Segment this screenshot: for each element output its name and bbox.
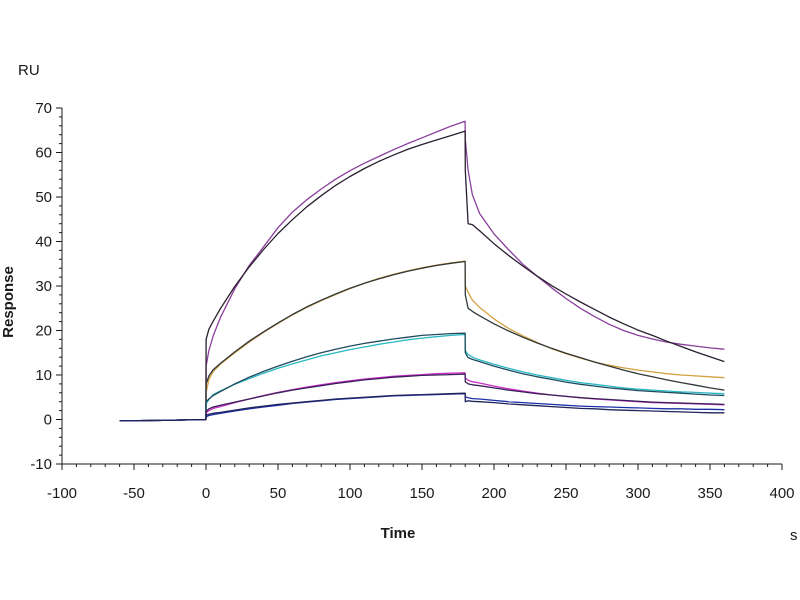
y-tick-label: 20 xyxy=(35,323,52,340)
x-tick-label: 150 xyxy=(409,485,434,502)
x-axis-title: Time xyxy=(381,525,416,542)
y-tick-label: 50 xyxy=(35,189,52,206)
y-tick-label: 30 xyxy=(35,278,52,295)
y-axis-ticks: -10 0 10 20 30 40 50 60 70 xyxy=(30,100,62,473)
x-tick-label: 200 xyxy=(481,485,506,502)
x-tick-label: 400 xyxy=(769,485,794,502)
series-lines xyxy=(119,120,725,422)
y-axis-title: Response xyxy=(0,266,17,338)
series-line-2 xyxy=(119,130,725,422)
x-tick-label: 350 xyxy=(697,485,722,502)
x-tick-label: 100 xyxy=(337,485,362,502)
y-tick-label: 40 xyxy=(35,234,52,251)
x-axis-ticks: -100 -50 0 50 100 150 200 250 300 350 400 xyxy=(47,464,795,502)
series-line-8 xyxy=(119,373,725,422)
y-tick-label: 0 xyxy=(44,412,52,429)
series-line-5 xyxy=(119,333,725,422)
x-tick-label: 300 xyxy=(625,485,650,502)
x-tick-label: 50 xyxy=(270,485,287,502)
y-tick-label: 70 xyxy=(35,100,52,117)
series-line-4 xyxy=(119,260,725,422)
y-tick-label: -10 xyxy=(30,456,52,473)
x-tick-label: 250 xyxy=(553,485,578,502)
x-tick-label: 0 xyxy=(202,485,210,502)
series-line-6 xyxy=(119,332,725,422)
x-unit-label: s xyxy=(790,527,798,544)
series-line-10 xyxy=(119,392,725,422)
x-tick-label: -50 xyxy=(123,485,145,502)
y-tick-label: 10 xyxy=(35,367,52,384)
y-tick-label: 60 xyxy=(35,145,52,162)
x-tick-label: -100 xyxy=(47,485,77,502)
series-line-3 xyxy=(119,260,725,422)
y-unit-label: RU xyxy=(18,62,40,79)
